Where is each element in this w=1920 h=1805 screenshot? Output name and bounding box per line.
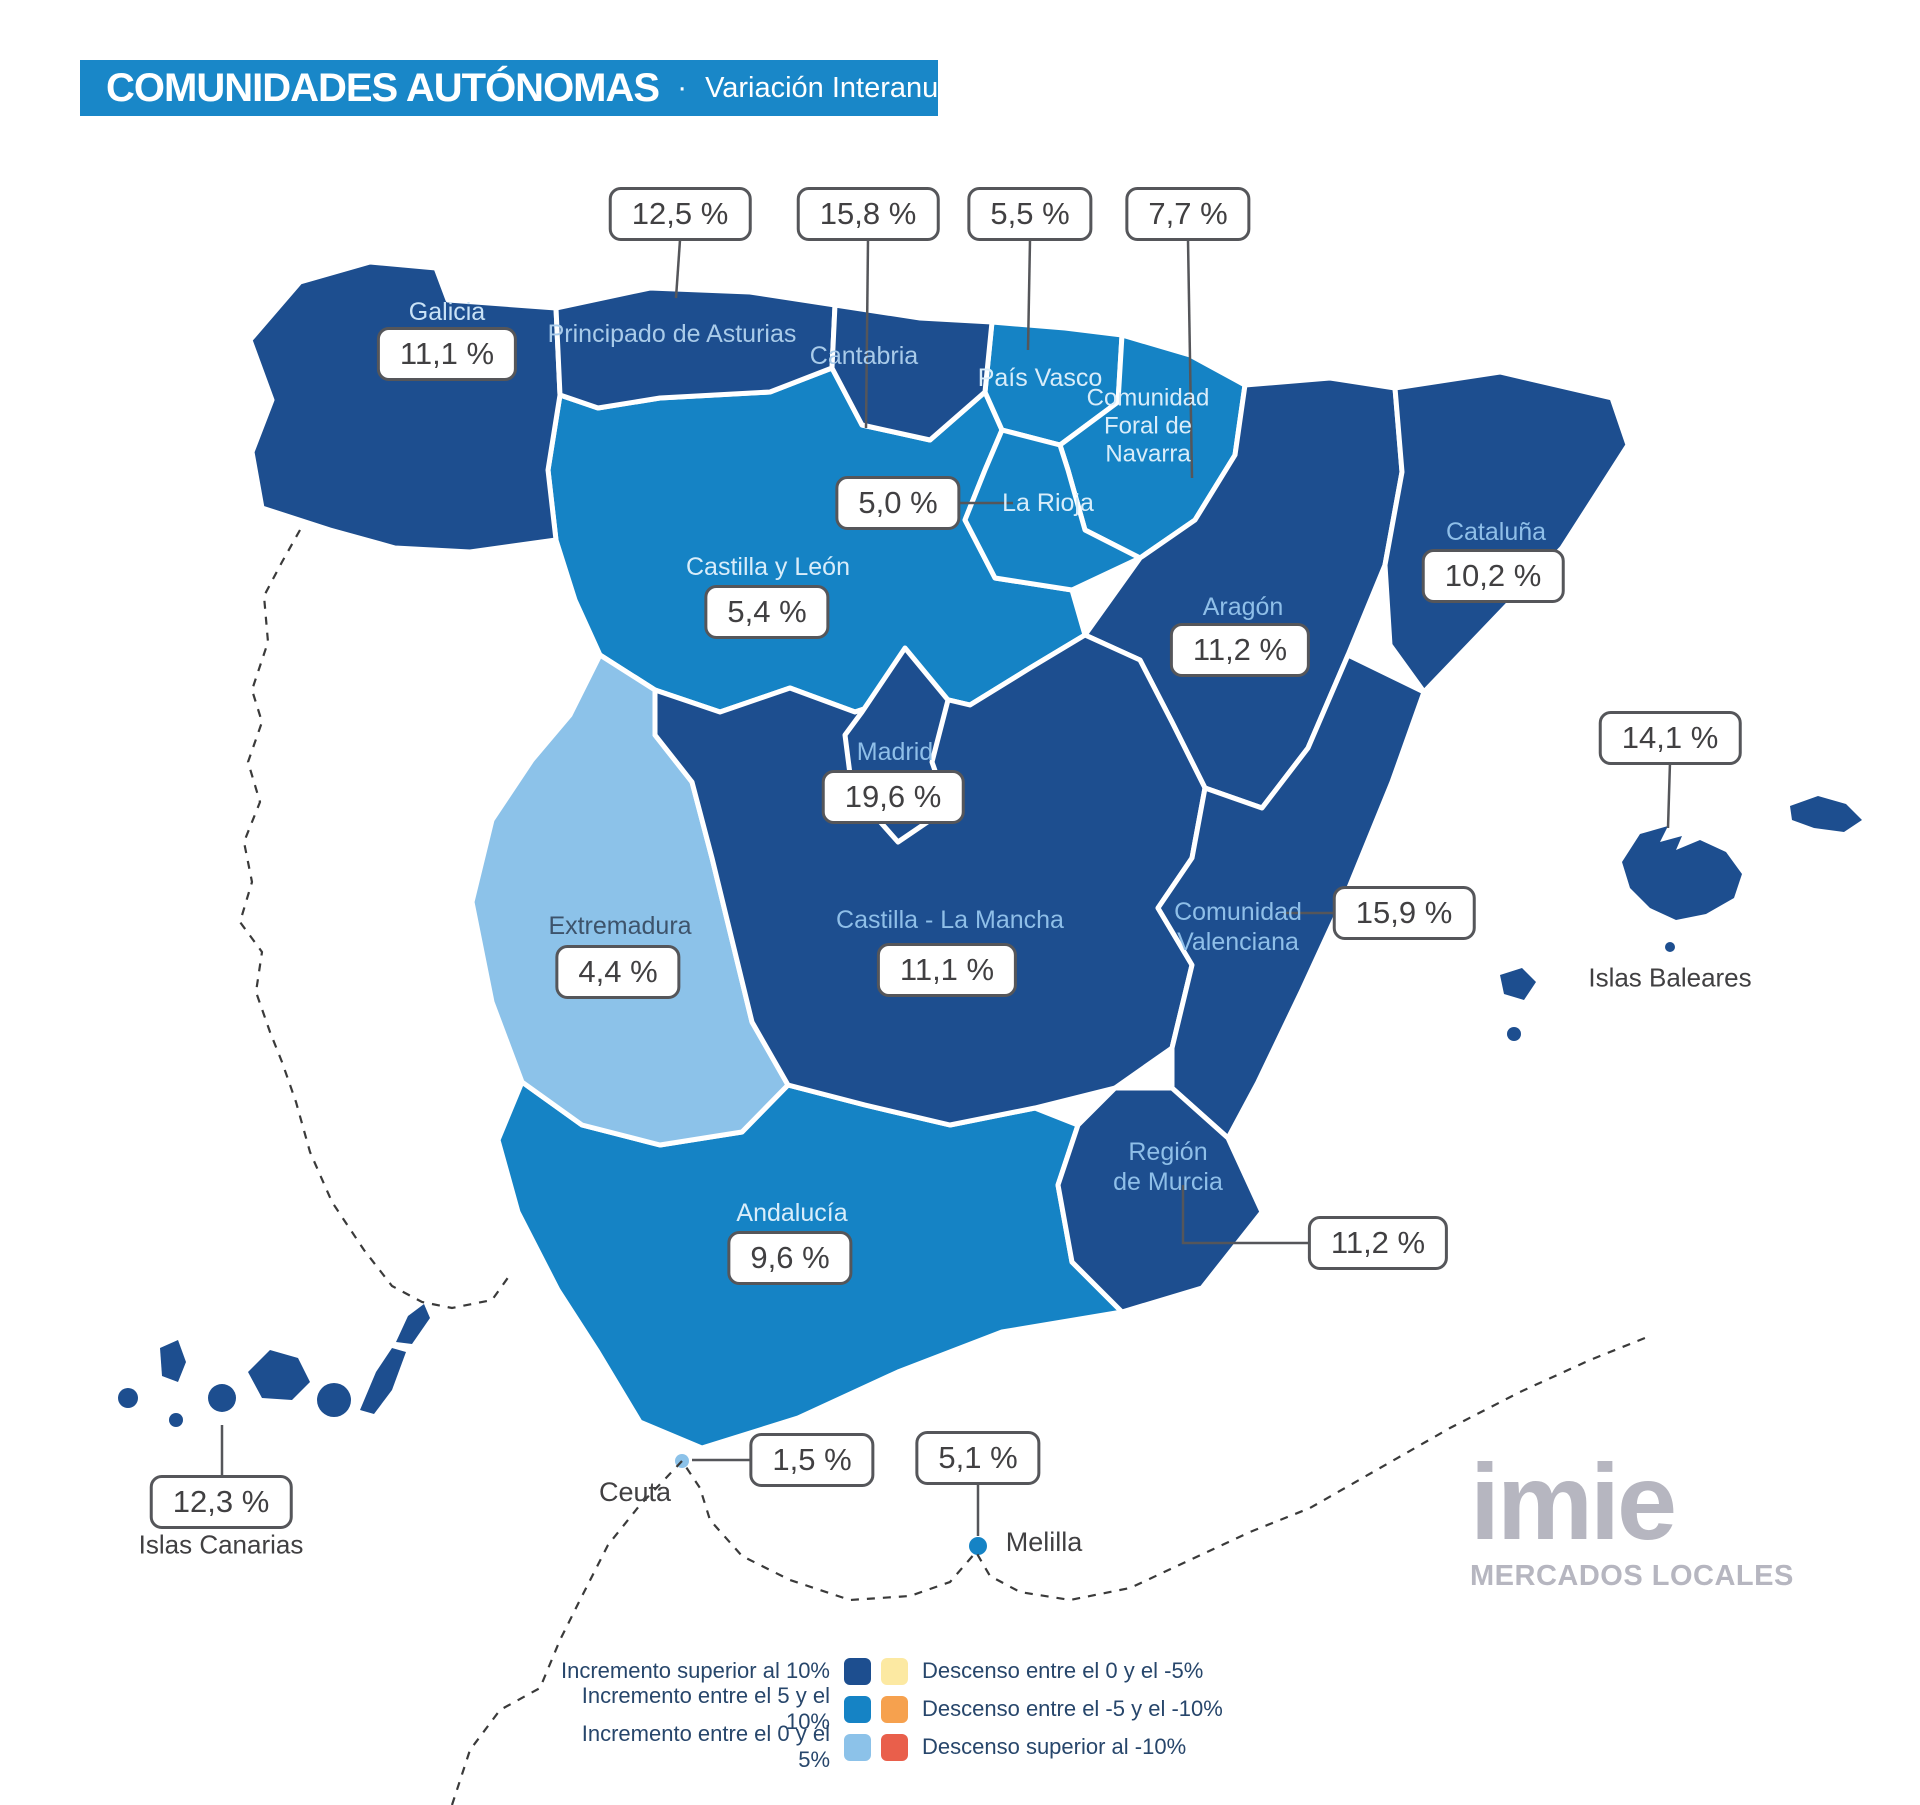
label-murcia-line1: Región: [1128, 1137, 1208, 1166]
legend-label-decrease-0-5: Descenso entre el 0 y el -5%: [922, 1658, 1204, 1683]
title-bar: COMUNIDADES AUTÓNOMAS · Variación Intera…: [80, 60, 961, 116]
label-valencia-line2: Valenciana: [1177, 927, 1299, 956]
legend-swatch-decrease-0-5: [881, 1657, 908, 1685]
value-castilla-y-leon: 5,4 %: [704, 585, 830, 639]
islas-canarias-shapes: [118, 1304, 430, 1427]
page-title: COMUNIDADES AUTÓNOMAS: [106, 65, 660, 110]
label-navarra-line3: Navarra: [1105, 440, 1191, 468]
value-aragon: 11,2 %: [1169, 623, 1311, 677]
value-madrid: 19,6 %: [821, 770, 965, 824]
legend-label-decrease-5-10: Descenso entre el -5 y el -10%: [922, 1696, 1223, 1721]
label-murcia-line2: de Murcia: [1113, 1167, 1223, 1196]
value-galicia: 11,1 %: [376, 327, 518, 381]
title-separator: ·: [677, 71, 688, 104]
label-castilla-la-mancha: Castilla - La Mancha: [836, 905, 1064, 934]
region-murcia: [1055, 1085, 1265, 1315]
label-andalucia: Andalucía: [736, 1198, 848, 1227]
melilla-dot: [969, 1537, 987, 1555]
value-navarra: 7,7 %: [1125, 187, 1251, 241]
legend-row: Incremento entre el 5 y el 10% Descenso …: [548, 1683, 1262, 1734]
imie-logo: imie MERCADOS LOCALES: [1470, 1448, 1794, 1593]
dashed-coastlines: [238, 529, 1651, 1805]
legend-swatch-increase-0-5: [844, 1733, 871, 1761]
label-melilla: Melilla: [1005, 1526, 1083, 1557]
legend-row: Incremento entre el 0 y el 5% Descenso s…: [548, 1721, 1262, 1772]
legend-swatch-decrease-gt10: [881, 1733, 908, 1761]
value-ceuta: 1,5 %: [749, 1433, 875, 1487]
value-cataluna: 10,2 %: [1421, 549, 1565, 603]
value-andalucia: 9,6 %: [727, 1231, 853, 1285]
value-castilla-la-mancha: 11,1 %: [876, 943, 1018, 997]
legend-label-increase-0-5: Incremento entre el 0 y el 5%: [581, 1721, 830, 1772]
legend-swatch-decrease-5-10: [881, 1695, 908, 1723]
label-islas-canarias: Islas Canarias: [138, 1529, 304, 1560]
region-cantabria: [829, 302, 995, 443]
label-pais-vasco: País Vasco: [977, 363, 1103, 392]
label-aragon: Aragón: [1202, 592, 1284, 621]
label-madrid: Madrid: [856, 737, 934, 766]
label-la-rioja: La Rioja: [1002, 488, 1094, 517]
label-navarra-line1: Comunidad: [1086, 384, 1210, 412]
label-galicia: Galicia: [408, 297, 486, 326]
region-cataluna: [1382, 369, 1631, 695]
legend-label-decrease-gt10: Descenso superior al -10%: [922, 1734, 1187, 1759]
value-asturias: 12,5 %: [608, 187, 752, 241]
imie-logo-tagline: MERCADOS LOCALES: [1470, 1560, 1794, 1592]
value-murcia: 11,2 %: [1307, 1216, 1449, 1270]
legend-row: Incremento superior al 10% Descenso entr…: [548, 1652, 1262, 1690]
label-ceuta: Ceuta: [598, 1476, 672, 1507]
value-baleares: 14,1 %: [1598, 711, 1742, 765]
label-valencia-line1: Comunidad: [1174, 897, 1302, 926]
legend-label-increase-5-10: Incremento entre el 5 y el 10%: [581, 1683, 830, 1734]
label-islas-baleares: Islas Baleares: [1588, 962, 1752, 993]
value-melilla: 5,1 %: [915, 1431, 1041, 1485]
imie-logo-wordmark: imie: [1470, 1441, 1677, 1562]
label-castilla-y-leon: Castilla y León: [686, 552, 850, 581]
region-valencia: [1155, 652, 1427, 1141]
label-cataluna: Cataluña: [1445, 517, 1547, 546]
label-cantabria: Cantabria: [809, 341, 919, 370]
value-extremadura: 4,4 %: [555, 945, 681, 999]
region-asturias: [553, 285, 838, 411]
legend-swatch-increase-5-10: [844, 1695, 871, 1723]
label-extremadura: Extremadura: [548, 911, 692, 940]
region-la-rioja: [962, 427, 1143, 593]
region-galicia: [247, 259, 563, 555]
value-la-rioja: 5,0 %: [835, 476, 961, 530]
legend-swatch-increase-gt10: [844, 1657, 871, 1685]
label-navarra-line2: Foral de: [1103, 412, 1193, 440]
callout-connectors: [220, 239, 1672, 1536]
legend: Incremento superior al 10% Descenso entr…: [548, 1652, 1262, 1772]
value-canarias: 12,3 %: [149, 1475, 293, 1529]
page-subtitle: Variación Interanual: [705, 71, 961, 104]
label-asturias: Principado de Asturias: [547, 319, 797, 348]
legend-label-increase-gt10: Incremento superior al 10%: [560, 1658, 830, 1683]
value-pais-vasco: 5,5 %: [967, 187, 1093, 241]
value-cantabria: 15,8 %: [796, 187, 940, 241]
islas-baleares-shapes: [1500, 796, 1862, 1041]
value-valencia: 15,9 %: [1332, 886, 1476, 940]
